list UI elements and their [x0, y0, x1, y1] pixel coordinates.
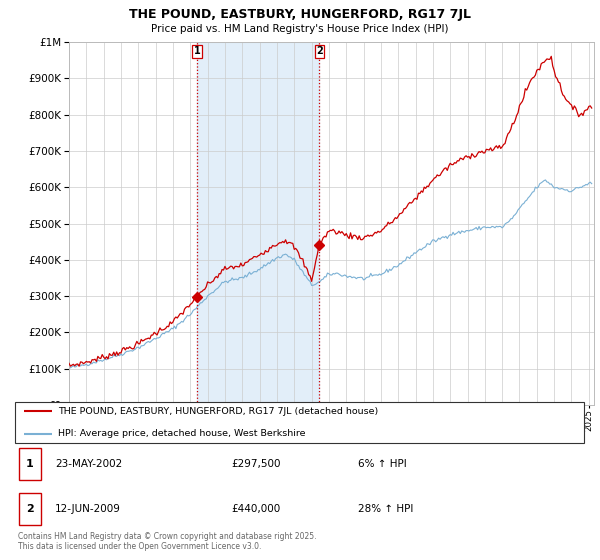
- Text: £297,500: £297,500: [231, 459, 280, 469]
- Text: £440,000: £440,000: [231, 504, 280, 514]
- Text: 2: 2: [26, 504, 34, 514]
- FancyBboxPatch shape: [19, 447, 41, 480]
- Text: THE POUND, EASTBURY, HUNGERFORD, RG17 7JL: THE POUND, EASTBURY, HUNGERFORD, RG17 7J…: [129, 8, 471, 21]
- Text: 1: 1: [193, 46, 200, 56]
- Text: Contains HM Land Registry data © Crown copyright and database right 2025.
This d: Contains HM Land Registry data © Crown c…: [18, 532, 317, 552]
- Text: 23-MAY-2002: 23-MAY-2002: [55, 459, 122, 469]
- Text: Price paid vs. HM Land Registry's House Price Index (HPI): Price paid vs. HM Land Registry's House …: [151, 24, 449, 34]
- Text: THE POUND, EASTBURY, HUNGERFORD, RG17 7JL (detached house): THE POUND, EASTBURY, HUNGERFORD, RG17 7J…: [58, 407, 379, 416]
- Text: 6% ↑ HPI: 6% ↑ HPI: [358, 459, 406, 469]
- FancyBboxPatch shape: [19, 493, 41, 525]
- Text: 28% ↑ HPI: 28% ↑ HPI: [358, 504, 413, 514]
- Text: 2: 2: [316, 46, 323, 56]
- Text: HPI: Average price, detached house, West Berkshire: HPI: Average price, detached house, West…: [58, 430, 305, 438]
- FancyBboxPatch shape: [15, 402, 584, 443]
- Bar: [197, 42, 319, 405]
- Text: 1: 1: [26, 459, 34, 469]
- Text: 12-JUN-2009: 12-JUN-2009: [55, 504, 121, 514]
